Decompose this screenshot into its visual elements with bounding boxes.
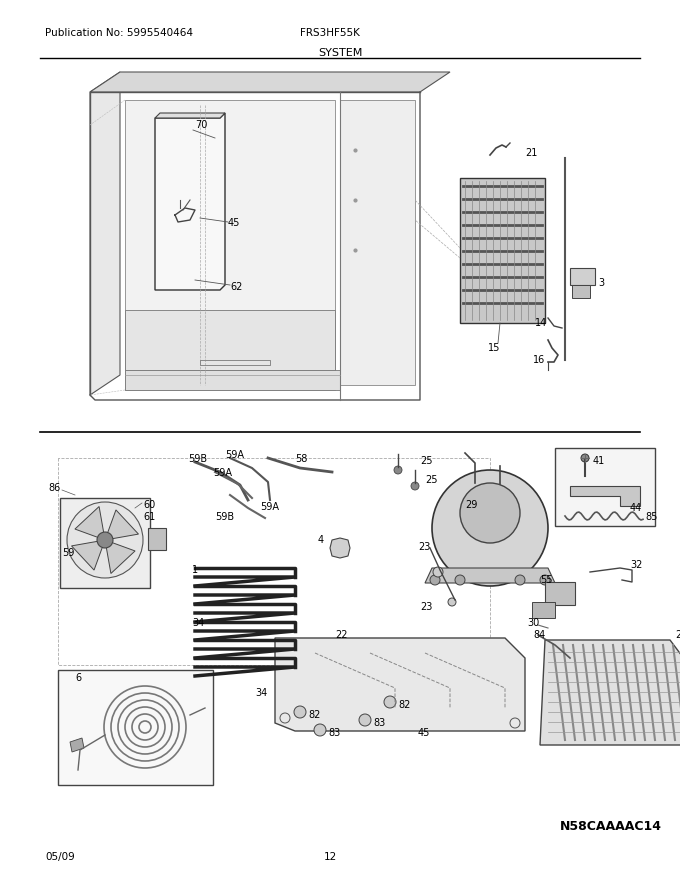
Polygon shape — [105, 540, 135, 574]
Circle shape — [581, 454, 589, 462]
Text: 29: 29 — [465, 500, 477, 510]
Circle shape — [448, 598, 456, 606]
Text: 23: 23 — [418, 542, 430, 552]
Circle shape — [433, 567, 443, 577]
Polygon shape — [70, 738, 84, 752]
Text: 83: 83 — [328, 728, 340, 738]
Polygon shape — [460, 178, 545, 323]
Polygon shape — [125, 370, 340, 390]
Text: 59: 59 — [62, 548, 74, 558]
Text: 55: 55 — [540, 575, 552, 585]
Text: 84: 84 — [533, 630, 545, 640]
Text: 25: 25 — [420, 456, 432, 466]
Circle shape — [359, 714, 371, 726]
Text: 22: 22 — [335, 630, 347, 640]
Text: 59B: 59B — [188, 454, 207, 464]
Text: 32: 32 — [630, 560, 643, 570]
Text: 59A: 59A — [260, 502, 279, 512]
Polygon shape — [570, 486, 640, 506]
Circle shape — [67, 502, 143, 578]
Polygon shape — [105, 510, 139, 540]
Text: 82: 82 — [308, 710, 320, 720]
Text: N58CAAAAC14: N58CAAAAC14 — [560, 820, 662, 833]
Polygon shape — [90, 72, 450, 92]
Text: 44: 44 — [630, 503, 642, 513]
Circle shape — [455, 575, 465, 585]
Polygon shape — [155, 113, 225, 118]
Text: 59A: 59A — [213, 468, 232, 478]
Text: 62: 62 — [230, 282, 242, 292]
Text: 12: 12 — [324, 852, 337, 862]
Bar — [555, 448, 655, 526]
Bar — [148, 528, 166, 550]
Polygon shape — [90, 72, 120, 395]
Text: 70: 70 — [195, 120, 207, 130]
Text: 16: 16 — [533, 355, 545, 365]
Circle shape — [460, 483, 520, 543]
Text: 14: 14 — [535, 318, 547, 328]
Text: 58: 58 — [295, 454, 307, 464]
Text: 05/09: 05/09 — [45, 852, 75, 862]
Text: SYSTEM: SYSTEM — [318, 48, 362, 58]
Text: 1: 1 — [192, 565, 198, 575]
Polygon shape — [340, 100, 415, 385]
Circle shape — [430, 575, 440, 585]
Text: 23: 23 — [420, 602, 432, 612]
Polygon shape — [330, 538, 350, 558]
Text: Publication No: 5995540464: Publication No: 5995540464 — [45, 28, 193, 38]
Polygon shape — [425, 568, 555, 583]
Polygon shape — [545, 582, 575, 605]
Text: 83: 83 — [373, 718, 386, 728]
Circle shape — [97, 532, 113, 548]
Bar — [58, 670, 213, 785]
Circle shape — [394, 466, 402, 474]
Polygon shape — [572, 285, 590, 298]
Text: 34: 34 — [192, 618, 204, 628]
Text: 6: 6 — [75, 673, 81, 683]
Text: 41: 41 — [593, 456, 605, 466]
Polygon shape — [570, 268, 595, 285]
Text: 4: 4 — [318, 535, 324, 545]
Text: 61: 61 — [143, 512, 155, 522]
Text: 45: 45 — [228, 218, 240, 228]
Circle shape — [432, 470, 548, 586]
Text: 59A: 59A — [225, 450, 244, 460]
Circle shape — [294, 706, 306, 718]
Text: 15: 15 — [488, 343, 500, 353]
Polygon shape — [540, 640, 680, 745]
Polygon shape — [125, 310, 335, 370]
Circle shape — [540, 575, 550, 585]
Text: 86: 86 — [48, 483, 61, 493]
Polygon shape — [71, 540, 105, 570]
Text: 21: 21 — [525, 148, 537, 158]
Text: 82: 82 — [398, 700, 410, 710]
Text: 85: 85 — [645, 512, 658, 522]
Text: 25: 25 — [425, 475, 437, 485]
Circle shape — [515, 575, 525, 585]
Text: 45: 45 — [418, 728, 430, 738]
Polygon shape — [75, 507, 105, 540]
Text: 26: 26 — [675, 630, 680, 640]
Polygon shape — [125, 100, 335, 390]
Circle shape — [384, 696, 396, 708]
Text: 60: 60 — [143, 500, 155, 510]
Text: 3: 3 — [598, 278, 604, 288]
Text: 59B: 59B — [215, 512, 234, 522]
Text: 30: 30 — [527, 618, 539, 628]
Text: FRS3HF55K: FRS3HF55K — [300, 28, 360, 38]
Polygon shape — [532, 602, 555, 618]
Polygon shape — [275, 638, 525, 731]
Polygon shape — [155, 113, 225, 290]
Polygon shape — [60, 498, 150, 588]
Circle shape — [314, 724, 326, 736]
Text: 34: 34 — [255, 688, 267, 698]
Circle shape — [411, 482, 419, 490]
